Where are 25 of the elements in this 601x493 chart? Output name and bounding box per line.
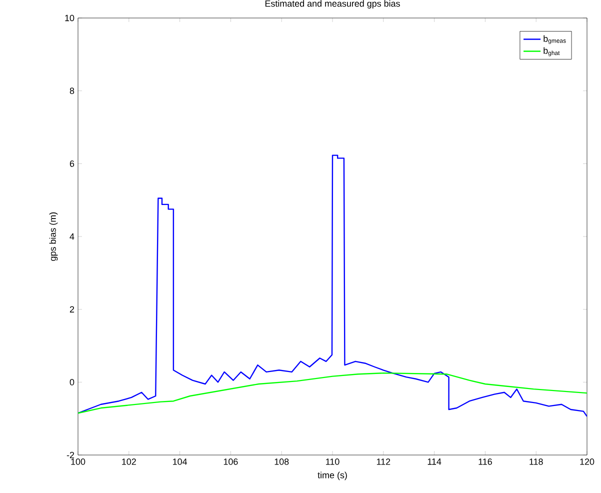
y-tick-label: 8	[70, 88, 74, 94]
x-tick-label: 110	[326, 458, 340, 465]
x-tick-label: 120	[580, 458, 594, 465]
legend-label: b$_{gmeas}$	[544, 35, 566, 44]
y-axis-title: gps bias (m)	[49, 212, 58, 261]
chart-title: Estimated and measured gps bias	[265, 0, 400, 8]
x-tick-label: 112	[376, 458, 390, 465]
line-series	[78, 154, 588, 417]
y-tick-label: 4	[70, 233, 74, 240]
x-tick-label: 106	[224, 458, 238, 465]
y-tick-label: 2	[70, 306, 74, 312]
x-axis-title: time (s)	[318, 472, 347, 480]
x-tick-label: 114	[428, 458, 442, 465]
x-tick-label: 104	[173, 458, 188, 465]
y-tick-label: -2	[66, 452, 74, 458]
x-tick-label: 100	[71, 458, 86, 465]
x-tick-label: 108	[274, 458, 289, 465]
line-series	[78, 372, 588, 414]
x-tick-label: 116	[478, 458, 492, 465]
x-tick-label: 118	[530, 458, 543, 465]
x-tick-label: 102	[122, 458, 136, 465]
y-tick-label: 6	[70, 160, 74, 167]
y-tick-label: 10	[65, 14, 74, 22]
legend-label: b$_{ghat}$	[544, 47, 560, 56]
y-tick-label: 0	[70, 378, 74, 386]
